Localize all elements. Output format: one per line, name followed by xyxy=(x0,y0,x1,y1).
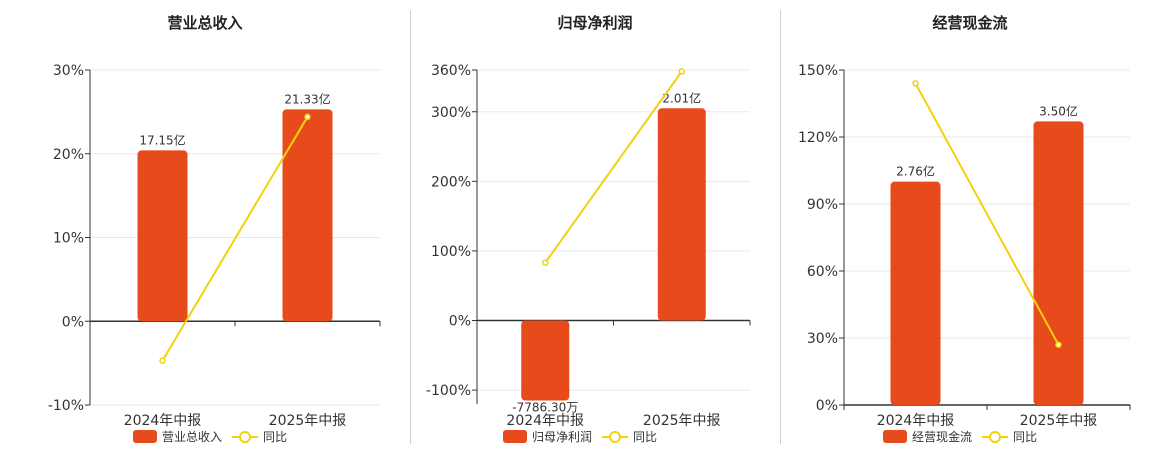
y-tick-label: 120% xyxy=(798,130,838,146)
bar-value-label: 17.15亿 xyxy=(139,132,185,147)
x-category-label: 2024年中报 xyxy=(124,413,202,429)
bar-value-label: -7786.30万 xyxy=(512,401,578,415)
x-category-label: 2025年中报 xyxy=(1020,413,1098,429)
legend-bar-label: 营业总收入 xyxy=(162,429,223,444)
chart-title: 归母净利润 xyxy=(557,14,633,32)
legend: 经营现金流 同比 xyxy=(883,427,1037,445)
x-category-label: 2025年中报 xyxy=(643,413,721,429)
y-tick-label: 360% xyxy=(431,63,471,79)
legend-line-label: 同比 xyxy=(1013,429,1038,444)
legend-line-label: 同比 xyxy=(263,429,288,444)
y-tick-label: 90% xyxy=(807,197,838,213)
yoy-point xyxy=(912,80,919,87)
bar-value-label: 2.76亿 xyxy=(896,164,935,179)
legend-line-icon xyxy=(232,430,259,443)
yoy-line xyxy=(914,82,1060,346)
yoy-point xyxy=(1055,341,1062,348)
chart-panel-revenue: 营业总收入 30% 20% 10% 0% -10% 17.15亿 2024年中报 21.33亿… xyxy=(0,0,410,450)
y-tick-label: 60% xyxy=(807,264,838,280)
y-tick-label: -100% xyxy=(426,383,471,399)
legend-bar-swatch xyxy=(133,429,157,443)
chart-panel-net-profit: 归母净利润 360% 300% 200% 100% 0% -100% -7786.30万 20… xyxy=(426,14,751,445)
y-tick-label: 10% xyxy=(53,231,84,247)
y-tick-label: 200% xyxy=(431,174,471,190)
legend-bar-label: 归母净利润 xyxy=(532,429,593,444)
y-tick-label: 300% xyxy=(431,105,471,121)
legend-line-icon xyxy=(982,430,1009,443)
bar xyxy=(137,150,188,322)
y-tick-label: 0% xyxy=(62,314,84,330)
y-tick-label: 20% xyxy=(53,147,84,163)
bar-value-label: 2.01亿 xyxy=(662,90,701,105)
y-tick-label: 30% xyxy=(53,63,84,79)
legend-bar-label: 经营现金流 xyxy=(912,429,973,444)
bar xyxy=(657,108,706,321)
bar-value-label: 21.33亿 xyxy=(284,91,330,106)
y-tick-label: 150% xyxy=(798,63,838,79)
chart-title: 营业总收入 xyxy=(167,14,243,32)
x-category-label: 2025年中报 xyxy=(269,413,347,429)
chart-revenue: 30% 20% 10% 0% -10% 17.15亿 2024年中报 21.33亿 2025年中… xyxy=(48,63,381,429)
y-tick-label: 30% xyxy=(807,331,838,347)
bar xyxy=(282,109,333,322)
panel-divider xyxy=(410,10,411,444)
x-category-label: 2024年中报 xyxy=(877,413,955,429)
x-category-label: 2024年中报 xyxy=(506,413,584,429)
y-tick-label: -10% xyxy=(48,398,84,414)
legend-bar-swatch xyxy=(503,429,527,443)
bar xyxy=(890,181,941,405)
legend-line-icon xyxy=(602,430,629,443)
legend-bar-swatch xyxy=(883,429,907,443)
yoy-point xyxy=(542,259,549,266)
y-tick-label: 100% xyxy=(431,244,471,260)
legend: 营业总收入 同比 xyxy=(133,427,287,445)
bar xyxy=(1033,121,1084,405)
yoy-line xyxy=(161,116,309,362)
panel-divider xyxy=(780,10,781,444)
legend-line-label: 同比 xyxy=(633,429,658,444)
yoy-point xyxy=(304,113,311,121)
legend: 归母净利润 同比 xyxy=(503,427,657,445)
yoy-point xyxy=(159,357,166,364)
yoy-point xyxy=(678,68,685,75)
yoy-line xyxy=(544,70,683,264)
chart-title: 经营现金流 xyxy=(932,14,1008,32)
bar-value-label: 3.50亿 xyxy=(1039,103,1078,118)
y-tick-label: 0% xyxy=(816,398,838,414)
y-tick-label: 0% xyxy=(449,314,471,330)
bar xyxy=(521,320,570,401)
